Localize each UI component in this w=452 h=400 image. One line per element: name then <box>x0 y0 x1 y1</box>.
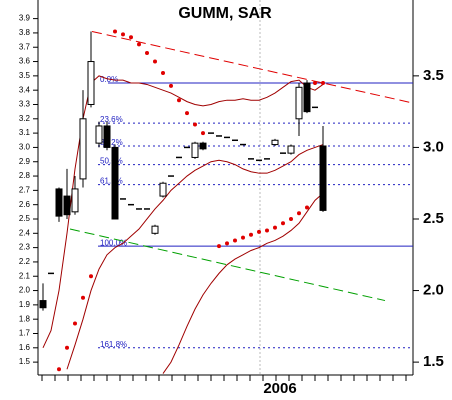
y-tick-label: 1.6 <box>19 343 31 352</box>
sar-dot <box>241 235 245 240</box>
candle-body <box>87 61 95 105</box>
y-tick-label: 1.8 <box>19 314 31 323</box>
sar-dot <box>121 32 125 37</box>
y2-tick-label: 3.0 <box>423 138 444 155</box>
fib-label: 23.6% <box>100 115 123 124</box>
y2-tick-label: 1.5 <box>423 353 444 370</box>
sar-dot <box>65 345 69 350</box>
y-tick-label: 3.9 <box>19 14 31 23</box>
candle-body <box>159 182 167 197</box>
candle-body <box>63 195 71 216</box>
moving-average <box>42 75 324 349</box>
y2-tick-label: 3.5 <box>423 67 444 84</box>
fib-label: 38.2% <box>100 138 123 147</box>
y-tick-label: 3.3 <box>19 100 31 109</box>
sar-dot <box>273 225 277 230</box>
candle-body <box>103 125 111 148</box>
y-tick-label: 2.8 <box>19 171 31 180</box>
sar-dot <box>193 122 197 127</box>
sar-dot <box>257 229 261 234</box>
sar-dot <box>129 35 133 40</box>
sar-dot <box>137 42 141 47</box>
sar-dot <box>265 228 269 233</box>
sar-dot <box>281 221 285 226</box>
candle-body <box>95 125 103 144</box>
sar-dot <box>73 321 77 326</box>
y-tick-label: 1.7 <box>19 329 31 338</box>
sar-dot <box>305 205 309 210</box>
y-tick-label: 2.9 <box>19 157 31 166</box>
y-tick-label: 2.6 <box>19 200 31 209</box>
sar-dot <box>169 83 173 88</box>
candle-body <box>271 139 279 146</box>
sar-dot <box>249 232 253 237</box>
y2-tick-label: 2.5 <box>423 210 444 227</box>
sar-dot <box>81 295 85 300</box>
y-tick-label: 2.2 <box>19 257 31 266</box>
sar-dot <box>185 111 189 116</box>
sar-dot <box>177 98 181 103</box>
sar-dot <box>89 274 93 279</box>
trend-line <box>91 31 414 104</box>
candle-body <box>199 142 207 150</box>
fib-label: 161.8% <box>100 340 127 349</box>
y-tick-label: 1.5 <box>19 357 31 366</box>
y-tick-label: 2.7 <box>19 185 31 194</box>
candle-body <box>319 145 327 211</box>
y-tick-label: 3.2 <box>19 114 31 123</box>
moving-average <box>66 144 324 370</box>
sar-dot <box>217 244 221 249</box>
y-tick-label: 3.8 <box>19 28 31 37</box>
sar-dot <box>201 131 205 136</box>
candle-body <box>191 142 199 158</box>
candle-body <box>111 146 119 220</box>
y-tick-label: 1.9 <box>19 300 31 309</box>
sar-dot <box>145 50 149 55</box>
y-tick-label: 2.4 <box>19 228 31 237</box>
sar-dot <box>225 241 229 246</box>
y-tick-label: 3.4 <box>19 85 31 94</box>
candle-body <box>151 225 159 234</box>
y-tick-label: 3.5 <box>19 71 31 80</box>
candle-body <box>295 86 303 120</box>
sar-dot <box>313 81 317 86</box>
chart-title: GUMM, SAR <box>178 5 272 22</box>
y-tick-label: 3.6 <box>19 57 31 66</box>
x-label: 2006 <box>263 380 296 397</box>
candle-body <box>39 300 47 309</box>
candle-body <box>303 82 311 113</box>
sar-dot <box>153 59 157 64</box>
y-tick-label: 2.5 <box>19 214 31 223</box>
y-tick-label: 3.7 <box>19 42 31 51</box>
fib-label: 100.0% <box>100 238 127 247</box>
candle-body <box>55 188 63 217</box>
candle-body <box>79 118 87 180</box>
y-tick-label: 2.1 <box>19 271 31 280</box>
fib-label: 61.8% <box>100 177 123 186</box>
y-tick-label: 3.1 <box>19 128 31 137</box>
sar-dot <box>289 216 293 221</box>
sar-dot <box>161 70 165 75</box>
y2-tick-label: 2.0 <box>423 282 444 299</box>
sar-dot <box>233 238 237 243</box>
moving-average <box>162 192 324 374</box>
candle-body <box>71 188 79 213</box>
y-tick-label: 2.3 <box>19 243 31 252</box>
sar-dot <box>57 367 61 372</box>
sar-dot <box>113 29 117 34</box>
y-tick-label: 3.0 <box>19 143 31 152</box>
fib-label: 0.0% <box>100 75 118 84</box>
y-tick-label: 2.0 <box>19 286 31 295</box>
fib-label: 50.0% <box>100 157 123 166</box>
sar-dot <box>321 81 325 86</box>
sar-dot <box>297 211 301 216</box>
trend-line <box>69 228 386 302</box>
candle-body <box>287 145 295 154</box>
